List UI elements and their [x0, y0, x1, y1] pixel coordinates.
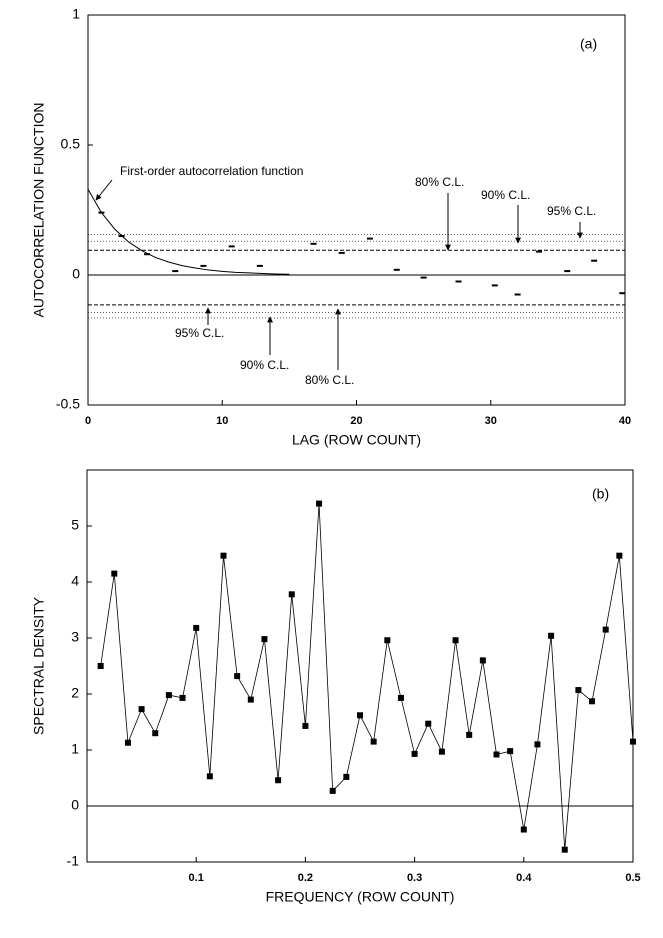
- data-point: [370, 738, 377, 745]
- data-point: [520, 826, 527, 833]
- data-point: [455, 280, 462, 283]
- y-tick-label: 0.5: [61, 136, 81, 152]
- plot-frame: [86, 469, 634, 863]
- y-tick-label: 2: [71, 685, 79, 701]
- x-tick-label: 0.3: [407, 872, 422, 884]
- data-line: [100, 503, 634, 850]
- x-axis-label: FREQUENCY (ROW COUNT): [266, 889, 455, 905]
- data-point: [165, 692, 172, 699]
- data-point: [228, 245, 235, 248]
- data-point: [343, 773, 350, 780]
- y-tick-label: 1: [72, 6, 80, 22]
- data-point: [124, 739, 131, 746]
- data-point: [316, 500, 323, 507]
- data-point: [420, 276, 427, 279]
- data-point: [425, 720, 432, 727]
- data-point: [561, 846, 568, 853]
- data-point: [275, 777, 282, 784]
- annotation: 95% C.L.: [175, 326, 224, 340]
- panel-label: (a): [580, 36, 597, 52]
- data-point: [118, 235, 125, 237]
- y-tick-label: 5: [71, 517, 79, 533]
- x-tick-label: 0.2: [298, 872, 313, 884]
- data-point: [206, 773, 213, 780]
- data-point: [564, 270, 571, 273]
- data-point: [152, 730, 159, 737]
- y-tick-label: 0: [71, 797, 79, 813]
- x-tick-label: 0.4: [516, 872, 532, 884]
- data-point: [452, 637, 459, 644]
- data-point: [138, 706, 145, 713]
- y-tick-label: -0.5: [56, 396, 80, 412]
- data-point: [616, 552, 623, 559]
- data-point: [97, 663, 104, 669]
- data-point: [247, 696, 254, 703]
- x-tick-label: 10: [216, 415, 228, 427]
- data-point: [393, 268, 400, 271]
- x-axis-label: LAG (ROW COUNT): [292, 432, 421, 448]
- data-point: [302, 722, 309, 729]
- annotation-arrow: [95, 179, 113, 201]
- plot-frame: [87, 14, 626, 406]
- data-point: [630, 738, 636, 745]
- data-point: [111, 570, 118, 577]
- x-tick-label: 20: [350, 415, 362, 427]
- data-point: [98, 211, 105, 214]
- data-point: [619, 292, 626, 295]
- data-point: [438, 748, 445, 755]
- x-tick-label: 30: [485, 415, 497, 427]
- data-point: [338, 251, 345, 254]
- data-point: [256, 264, 263, 267]
- data-point: [493, 751, 500, 758]
- x-tick-label: 0.5: [625, 872, 640, 884]
- x-tick-label: 40: [619, 415, 631, 427]
- y-tick-label: 4: [71, 573, 79, 589]
- data-point: [548, 632, 555, 639]
- annotation: 90% C.L.: [240, 358, 289, 372]
- y-axis-label: AUTOCORRELATION FUNCTION: [31, 103, 47, 318]
- data-point: [534, 741, 541, 748]
- data-point: [366, 237, 373, 240]
- annotation: 80% C.L.: [415, 175, 464, 189]
- data-point: [536, 250, 543, 253]
- data-point: [234, 673, 241, 680]
- y-axis-label: SPECTRAL DENSITY: [31, 596, 47, 735]
- data-point: [172, 270, 179, 273]
- data-point: [411, 750, 418, 757]
- data-point: [310, 242, 317, 245]
- x-tick-label: 0: [85, 415, 91, 427]
- data-point: [384, 637, 391, 644]
- data-point: [589, 698, 596, 705]
- y-tick-label: 3: [71, 629, 79, 645]
- data-point: [479, 657, 486, 664]
- data-point: [329, 787, 336, 794]
- data-point: [591, 259, 598, 262]
- data-point: [193, 624, 200, 631]
- annotation: First-order autocorrelation function: [120, 164, 303, 178]
- y-tick-label: 0: [72, 266, 80, 282]
- fitted-curve: [87, 188, 290, 275]
- panel-label: (b): [592, 486, 609, 502]
- data-point: [466, 731, 473, 738]
- y-tick-label: -1: [67, 853, 80, 869]
- annotation: 90% C.L.: [481, 188, 530, 202]
- data-point: [575, 687, 582, 694]
- data-point: [179, 694, 186, 701]
- data-point: [261, 636, 268, 643]
- data-point: [491, 284, 498, 287]
- data-point: [144, 253, 151, 256]
- annotation: 80% C.L.: [305, 373, 354, 387]
- data-point: [602, 626, 609, 633]
- data-point: [288, 591, 295, 598]
- data-point: [514, 293, 521, 296]
- data-point: [220, 552, 227, 559]
- y-tick-label: 1: [71, 741, 79, 757]
- data-point: [507, 748, 514, 755]
- data-point: [200, 264, 207, 267]
- data-point: [357, 712, 363, 719]
- annotation: 95% C.L.: [547, 204, 596, 218]
- x-tick-label: 0.1: [189, 872, 204, 884]
- data-point: [397, 694, 404, 701]
